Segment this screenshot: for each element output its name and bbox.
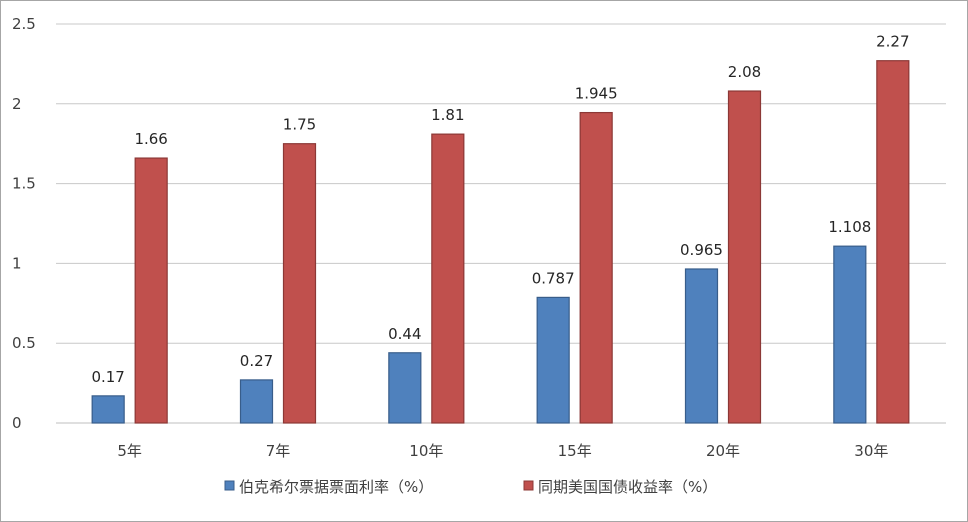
y-tick-label: 0 — [12, 414, 22, 432]
y-tick-label: 1 — [12, 254, 22, 272]
x-tick-label: 10年 — [409, 442, 443, 460]
legend-swatch — [224, 480, 235, 491]
bar-treasury — [282, 143, 317, 424]
y-tick-label: 1.5 — [12, 175, 36, 193]
bar-coupon — [684, 268, 719, 424]
bar-coupon — [91, 395, 125, 424]
data-label: 1.81 — [431, 106, 464, 124]
data-label: 0.965 — [680, 241, 723, 259]
bar-treasury — [431, 133, 465, 424]
legend-label: 同期美国国债收益率（%） — [538, 478, 717, 496]
data-label: 0.787 — [532, 269, 575, 287]
bar-treasury — [134, 157, 168, 424]
data-label: 0.17 — [91, 368, 124, 386]
x-tick-label: 30年 — [854, 442, 888, 460]
data-label: 1.66 — [134, 130, 167, 148]
bar-treasury — [727, 90, 762, 424]
x-tick-label: 5年 — [117, 442, 142, 460]
x-tick-label: 20年 — [706, 442, 740, 460]
legend-label: 伯克希尔票据票面利率（%） — [239, 478, 433, 496]
bar-treasury — [579, 111, 613, 424]
data-label: 1.108 — [828, 218, 871, 236]
x-tick-label: 15年 — [558, 442, 592, 460]
bar-coupon — [536, 296, 570, 424]
bar-treasury — [876, 60, 910, 424]
data-label: 2.27 — [876, 33, 909, 51]
y-tick-label: 0.5 — [12, 334, 36, 352]
x-tick-label: 7年 — [266, 442, 291, 460]
data-label: 1.945 — [575, 85, 618, 103]
data-label: 1.75 — [283, 116, 316, 134]
y-tick-label: 2.5 — [12, 15, 36, 33]
bar-coupon — [239, 379, 274, 424]
legend-swatch — [523, 480, 534, 491]
data-label: 0.44 — [388, 325, 421, 343]
y-tick-label: 2 — [12, 95, 22, 113]
data-label: 2.08 — [728, 63, 761, 81]
data-label: 0.27 — [240, 352, 273, 370]
bar-coupon — [388, 352, 422, 424]
bar-coupon — [833, 245, 867, 424]
